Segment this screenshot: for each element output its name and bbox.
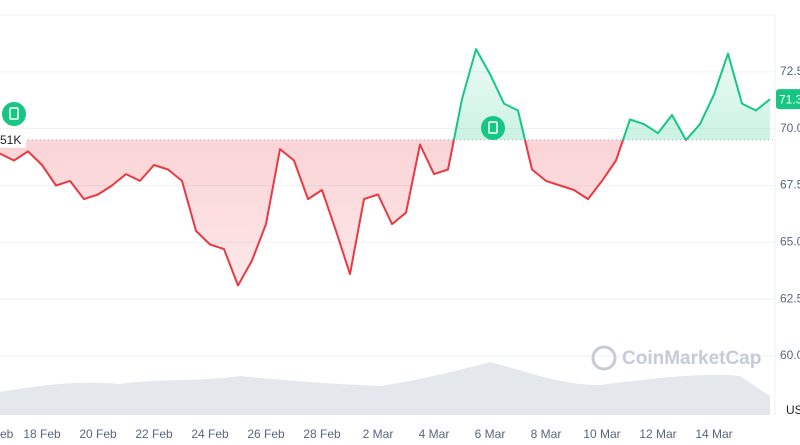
note-icon-doc — [9, 107, 19, 120]
x-tick-label: 18 Feb — [23, 427, 61, 441]
x-tick-label: 12 Mar — [639, 427, 676, 441]
watermark-text: CoinMarketCap — [622, 348, 761, 369]
watermark: CoinMarketCap — [591, 345, 761, 371]
note-icon — [2, 102, 26, 126]
baseline-label-bg — [0, 129, 26, 148]
x-tick-label: 14 Mar — [695, 427, 732, 441]
x-tick-label: 8 Mar — [531, 427, 562, 441]
x-tick-label: 24 Feb — [191, 427, 229, 441]
y-tick-label: 67.5 — [780, 178, 800, 192]
y-tick-label: 62.5 — [780, 291, 800, 305]
x-tick-label: 10 Mar — [583, 427, 620, 441]
volume-area — [0, 362, 770, 415]
current-price-bg — [776, 89, 800, 110]
x-tick-label: 4 Mar — [419, 427, 450, 441]
x-tick-label: 22 Feb — [135, 427, 173, 441]
note-icon — [481, 116, 505, 140]
x-tick-label: 26 Feb — [247, 427, 285, 441]
note-icon-doc — [488, 121, 498, 134]
watermark-logo — [591, 345, 617, 371]
price-line — [0, 48, 771, 287]
y-tick-label: 70.0 — [780, 121, 800, 135]
baseline-label: 51K — [0, 133, 21, 147]
x-tick-label: 28 Feb — [303, 427, 341, 441]
y-tick-label: 60.0 — [780, 348, 800, 362]
y-tick-label: 65.0 — [780, 234, 800, 248]
area-fill — [0, 49, 770, 286]
current-price-label: 71.3 — [779, 92, 800, 106]
currency-label: US — [786, 403, 800, 417]
x-tick-label: 6 Mar — [475, 427, 506, 441]
x-tick-label: 20 Feb — [79, 427, 117, 441]
x-tick-label: eb — [0, 427, 14, 441]
x-tick-label: 2 Mar — [363, 427, 394, 441]
y-tick-label: 72.5 — [780, 64, 800, 78]
